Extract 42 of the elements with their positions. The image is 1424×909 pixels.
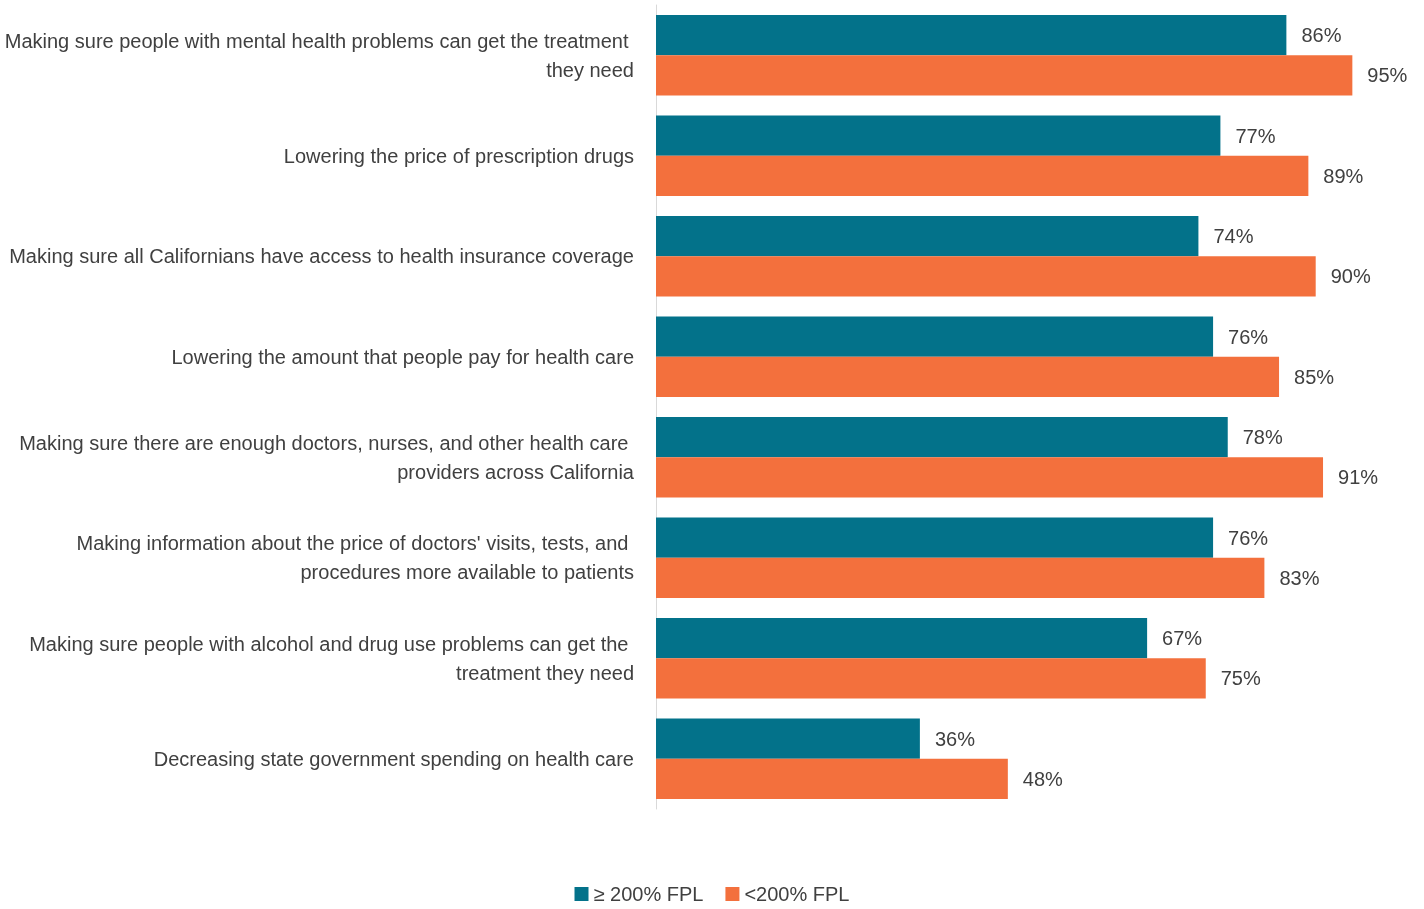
y-tick-label: Making information about the price of doctors' visits, tests, and procedures more available to patients bbox=[76, 532, 634, 584]
bar bbox=[656, 658, 1206, 699]
y-tick-label: Making sure people with mental health problems can get the treatment they need bbox=[4, 29, 634, 81]
data-label: 85% bbox=[1294, 365, 1335, 388]
data-label: 78% bbox=[1242, 426, 1283, 449]
bar bbox=[656, 115, 1221, 156]
data-label: 83% bbox=[1279, 566, 1320, 589]
data-label: 74% bbox=[1213, 225, 1254, 248]
bar bbox=[656, 15, 1287, 56]
y-tick-label: Decreasing state government spending on health care bbox=[153, 747, 634, 770]
bar bbox=[656, 155, 1309, 196]
y-tick-label: Lowering the amount that people pay for health care bbox=[171, 345, 634, 368]
data-label: 77% bbox=[1235, 124, 1276, 147]
bar bbox=[656, 55, 1353, 96]
bar bbox=[656, 356, 1280, 397]
data-label: 90% bbox=[1330, 265, 1371, 288]
bar bbox=[656, 316, 1214, 357]
data-label: 86% bbox=[1301, 24, 1342, 47]
y-tick-label: Making sure people with alcohol and drug use problems can get the treatment they need bbox=[29, 632, 634, 684]
data-label: 89% bbox=[1323, 164, 1364, 187]
bar bbox=[656, 216, 1199, 257]
legend-label: <200% FPL bbox=[744, 883, 850, 905]
bar bbox=[656, 417, 1228, 458]
data-label: 91% bbox=[1338, 466, 1379, 489]
bar bbox=[656, 557, 1265, 598]
data-label: 36% bbox=[934, 727, 976, 750]
data-label: 48% bbox=[1022, 767, 1064, 790]
bar bbox=[656, 517, 1214, 558]
y-tick-label: Making sure all Californians have access to health insurance coverage bbox=[9, 245, 634, 268]
y-tick-label: Making sure there are enough doctors, nurses, and other health care providers across California bbox=[19, 431, 635, 483]
data-label: 67% bbox=[1162, 627, 1203, 650]
legend-label: ≥ 200% FPL bbox=[593, 883, 704, 905]
bar bbox=[656, 618, 1148, 659]
data-label: 95% bbox=[1367, 64, 1408, 87]
bar bbox=[656, 256, 1316, 297]
bar bbox=[656, 718, 920, 759]
data-label: 76% bbox=[1228, 526, 1269, 549]
bar bbox=[656, 758, 1008, 799]
y-tick-label: Lowering the price of prescription drugs bbox=[283, 144, 634, 167]
data-label: 75% bbox=[1220, 667, 1261, 690]
data-label: 76% bbox=[1228, 325, 1269, 348]
bar bbox=[656, 457, 1324, 498]
